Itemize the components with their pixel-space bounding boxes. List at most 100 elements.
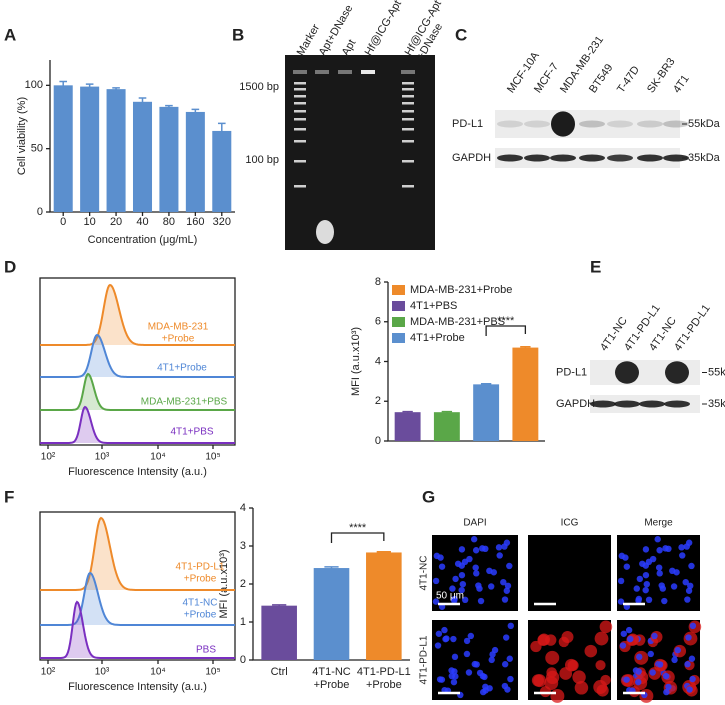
nucleus <box>674 646 681 654</box>
nucleus <box>623 676 630 683</box>
nucleus <box>479 545 486 552</box>
nucleus <box>685 587 693 594</box>
bar <box>80 86 100 212</box>
trace-label: 4T1-NC <box>182 598 217 609</box>
nucleus <box>488 583 495 590</box>
nucleus <box>501 543 508 550</box>
gel-image <box>285 55 435 250</box>
x-tick-label: 4T1-PD-L1 <box>357 666 411 678</box>
nucleus <box>490 569 498 576</box>
trace-label: +Probe <box>162 334 195 345</box>
nucleus <box>501 596 509 603</box>
significance-bracket <box>485 325 527 336</box>
error-bar <box>191 108 200 115</box>
marker-band <box>402 102 414 105</box>
panel-letter: F <box>4 487 14 506</box>
x-tick-label: 10 <box>84 216 96 228</box>
x-tick-label: 40 <box>136 216 148 228</box>
nucleus <box>656 570 663 577</box>
nucleus <box>458 562 465 569</box>
legend-swatch <box>392 285 405 295</box>
x-tick-label: 20 <box>110 216 122 228</box>
nucleus <box>662 545 669 552</box>
nucleus <box>661 597 668 605</box>
nucleus <box>496 552 503 559</box>
nucleus <box>501 661 509 668</box>
histogram-trace <box>40 600 235 659</box>
nucleus <box>482 683 489 690</box>
well <box>315 70 329 74</box>
marker-band <box>294 118 306 121</box>
row-label: PD-L1 <box>556 366 587 378</box>
column-header: Merge <box>644 518 673 529</box>
panel-letter: G <box>422 487 435 506</box>
marker-band <box>294 82 306 85</box>
column-header: DAPI <box>463 518 486 529</box>
nucleus <box>506 562 513 570</box>
histogram-trace <box>40 372 235 411</box>
y-tick-label: 100 <box>25 79 43 91</box>
micrograph <box>528 535 611 611</box>
well <box>338 70 352 74</box>
nucleus <box>679 552 686 559</box>
x-tick-label: 160 <box>186 216 204 228</box>
significance-label: **** <box>349 522 367 534</box>
histogram-trace <box>40 333 235 378</box>
blot-band <box>663 120 689 128</box>
nucleus <box>506 655 513 662</box>
nucleus <box>432 598 440 605</box>
marker-band <box>402 82 414 85</box>
size-label: 55kDa <box>688 118 721 130</box>
icg-signal <box>594 631 609 646</box>
y-axis-label: MFI (a.u.x10³) <box>218 549 230 618</box>
row-label: 4T1-PD-L1 <box>419 635 430 684</box>
nucleus <box>491 646 499 654</box>
marker-band <box>402 185 414 188</box>
nucleus <box>645 596 653 604</box>
nucleus <box>625 626 633 634</box>
y-tick-label: 50 <box>31 143 43 155</box>
blot-band <box>524 154 550 162</box>
bar <box>53 85 73 212</box>
marker-band <box>294 88 306 91</box>
nucleus <box>451 668 458 675</box>
nucleus <box>435 630 443 637</box>
blot-band <box>637 154 663 162</box>
y-tick-label: 0 <box>240 654 246 666</box>
x-tick-label: 10⁵ <box>205 667 220 678</box>
error-bar <box>138 97 147 106</box>
nucleus <box>689 622 697 630</box>
nucleus <box>673 569 680 576</box>
nucleus <box>655 564 663 571</box>
marker-label: 1500 bp <box>239 81 279 93</box>
blot-strip <box>495 110 680 138</box>
blot-band <box>639 400 665 408</box>
x-axis-label: Fluorescence Intensity (a.u.) <box>68 466 207 478</box>
nucleus <box>458 586 465 594</box>
error-bar <box>402 410 413 413</box>
blot-band <box>607 154 633 162</box>
nucleus <box>504 686 511 693</box>
well <box>361 70 375 74</box>
y-tick-label: 0 <box>37 206 43 218</box>
x-tick-label: 320 <box>213 216 231 228</box>
histogram-fill <box>40 602 235 658</box>
blot-band <box>665 361 689 384</box>
trace-label: MDA-MB-231+PBS <box>141 397 228 408</box>
bar <box>313 568 350 660</box>
nucleus <box>626 635 634 643</box>
nucleus <box>507 622 514 630</box>
nucleus <box>643 580 651 588</box>
icg-signal <box>595 660 606 671</box>
x-axis-label: Concentration (μg/mL) <box>88 234 198 246</box>
nucleus <box>688 562 695 570</box>
error-bar <box>85 83 94 90</box>
nucleus <box>465 669 473 676</box>
bar <box>185 111 205 212</box>
nucleus <box>642 571 650 579</box>
y-tick-label: 2 <box>375 395 381 407</box>
blot-band <box>550 154 576 162</box>
nucleus <box>476 585 483 592</box>
legend-label: MDA-MB-231+Probe <box>410 284 512 296</box>
